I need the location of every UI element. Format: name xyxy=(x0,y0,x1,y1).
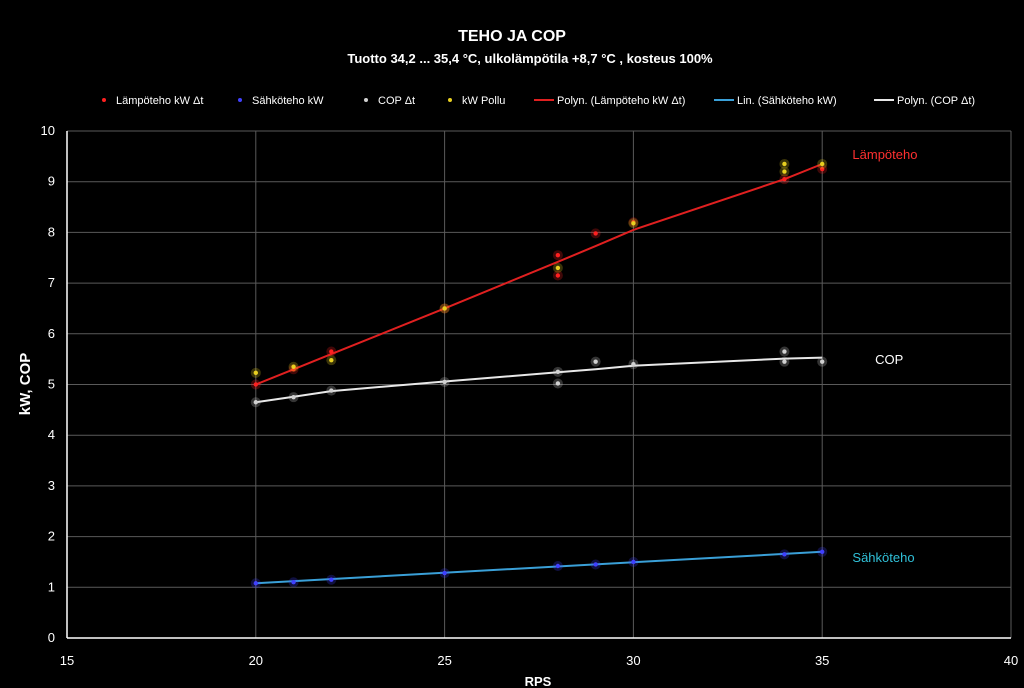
legend-label: COP Δt xyxy=(378,95,415,107)
data-point xyxy=(442,306,447,311)
data-point xyxy=(555,265,561,271)
tick-labels: 0 1 2 3 4 5 6 7 8 9 10 15 20 25 30 35 40 xyxy=(41,123,1019,668)
x-tick-label: 25 xyxy=(437,653,451,668)
data-point xyxy=(329,357,334,363)
annotation-label: Lämpöteho xyxy=(852,147,917,162)
data-point xyxy=(782,161,787,167)
data-point xyxy=(782,359,787,364)
y-tick-label: 4 xyxy=(48,427,55,442)
trend-line xyxy=(255,550,823,585)
data-point xyxy=(555,253,561,258)
data-points xyxy=(250,158,828,589)
legend-marker xyxy=(102,98,106,102)
gridlines xyxy=(67,130,1012,638)
annotation-label: COP xyxy=(875,352,903,367)
axes xyxy=(66,131,1011,639)
data-point xyxy=(291,394,296,400)
data-point xyxy=(820,161,825,167)
legend-marker xyxy=(238,98,242,102)
data-point xyxy=(820,359,825,364)
data-point xyxy=(631,559,636,565)
data-point xyxy=(782,552,787,557)
trend-line xyxy=(255,163,823,386)
legend-label: Polyn. (Lämpöteho kW Δt) xyxy=(557,95,685,107)
x-tick-label: 40 xyxy=(1004,653,1018,668)
x-tick-label: 15 xyxy=(60,653,74,668)
data-point xyxy=(442,379,447,385)
data-point xyxy=(291,364,296,369)
legend-label: kW Pollu xyxy=(462,95,505,107)
data-point xyxy=(555,381,561,386)
legend-label: Lin. (Sähköteho kW) xyxy=(737,95,837,107)
data-point xyxy=(555,369,561,375)
data-point xyxy=(782,176,787,182)
y-tick-label: 0 xyxy=(48,630,55,645)
y-tick-label: 5 xyxy=(48,377,55,392)
data-point xyxy=(782,349,787,354)
data-point xyxy=(253,400,258,405)
legend: Lämpöteho kW Δt Sähköteho kW COP Δt kW Poll… xyxy=(102,95,975,107)
data-point xyxy=(291,580,296,585)
data-point xyxy=(329,388,334,393)
x-tick-label: 35 xyxy=(815,653,829,668)
data-point xyxy=(555,563,561,569)
y-tick-label: 6 xyxy=(48,326,55,341)
data-point xyxy=(593,231,598,236)
data-point xyxy=(631,221,636,226)
annotations: Lämpöteho COP Sähköteho xyxy=(852,147,917,565)
y-axis-title: kW, COP xyxy=(17,353,34,416)
chart-subtitle: Tuotto 34,2 ... 35,4 °C, ulkolämpötila +… xyxy=(347,51,713,66)
data-point xyxy=(442,570,447,576)
y-tick-label: 10 xyxy=(41,123,55,138)
chart-title: TEHO JA COP xyxy=(458,28,566,45)
data-point xyxy=(820,549,825,555)
data-point xyxy=(555,273,561,278)
y-tick-label: 1 xyxy=(48,579,55,594)
data-point xyxy=(593,562,598,567)
y-tick-label: 2 xyxy=(48,529,55,544)
data-point xyxy=(329,349,334,354)
data-point xyxy=(253,382,258,387)
legend-marker xyxy=(448,98,452,102)
y-tick-label: 7 xyxy=(48,275,55,290)
data-point xyxy=(631,362,636,367)
data-point xyxy=(782,169,787,174)
data-point xyxy=(253,581,258,586)
y-tick-label: 3 xyxy=(48,478,55,493)
data-point xyxy=(253,370,258,376)
y-tick-label: 9 xyxy=(48,174,55,189)
data-point xyxy=(593,359,598,364)
legend-marker xyxy=(364,98,368,102)
data-point xyxy=(329,577,334,582)
y-tick-label: 8 xyxy=(48,224,55,239)
annotation-label: Sähköteho xyxy=(852,550,914,565)
x-tick-label: 30 xyxy=(626,653,640,668)
legend-label: Lämpöteho kW Δt xyxy=(116,95,203,107)
legend-label: Polyn. (COP Δt) xyxy=(897,95,975,107)
legend-label: Sähköteho kW xyxy=(252,95,324,107)
x-tick-label: 20 xyxy=(249,653,263,668)
data-point xyxy=(820,166,825,172)
x-axis-title: RPS xyxy=(525,674,552,688)
